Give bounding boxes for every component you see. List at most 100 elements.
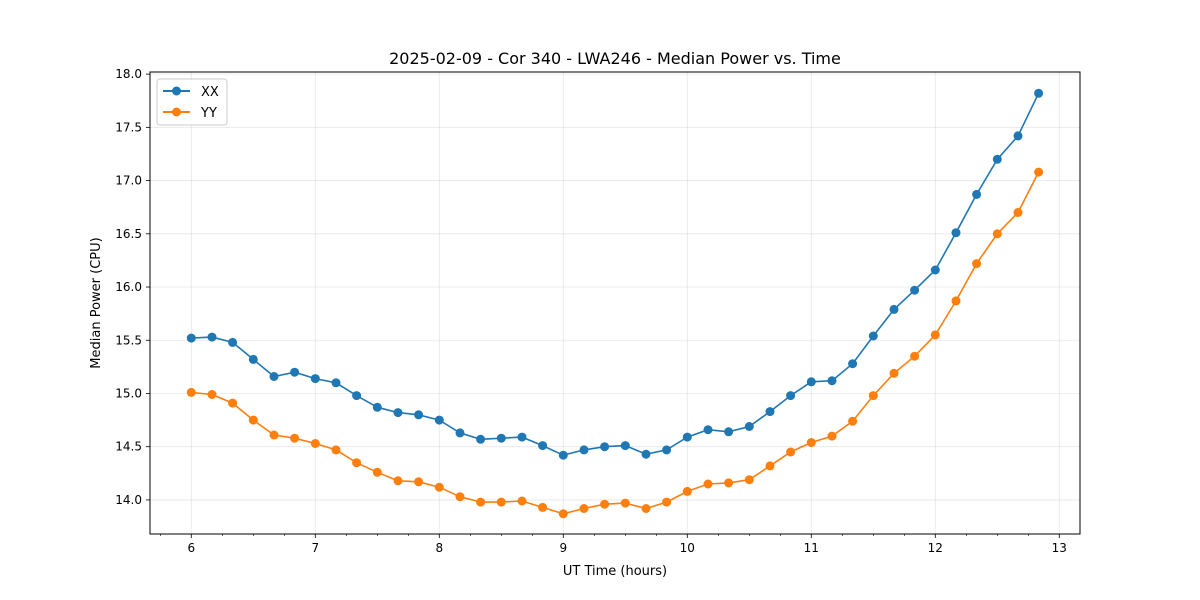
- data-point-yy: [868, 391, 878, 401]
- data-point-xx: [290, 367, 300, 377]
- data-point-xx: [827, 376, 837, 386]
- data-point-yy: [558, 509, 568, 519]
- data-point-xx: [1034, 88, 1044, 98]
- y-tick-label: 16.0: [115, 280, 142, 294]
- legend-xx-label: XX: [201, 85, 219, 100]
- data-point-xx: [455, 428, 465, 438]
- data-point-xx: [765, 407, 775, 417]
- data-point-xx: [393, 408, 403, 418]
- data-point-xx: [682, 432, 692, 442]
- series-layer: [186, 88, 1044, 519]
- x-tick-label: 7: [311, 541, 319, 555]
- data-point-yy: [579, 504, 589, 513]
- data-point-xx: [372, 402, 382, 412]
- data-point-yy: [228, 398, 238, 408]
- data-point-xx: [496, 433, 506, 443]
- data-point-xx: [558, 450, 568, 460]
- data-point-yy: [414, 477, 424, 487]
- data-point-yy: [600, 499, 610, 509]
- data-point-xx: [186, 333, 196, 343]
- data-point-yy: [496, 497, 506, 507]
- data-point-yy: [848, 416, 858, 426]
- y-tick-label: 14.0: [115, 493, 142, 507]
- axis-ticks: 6 7 8 9 10 11 12 13 14.0 14.5 15.0 15.5 16.0 16.5 17.0…: [115, 67, 1067, 555]
- data-point-yy: [951, 296, 961, 306]
- data-point-xx: [269, 372, 279, 381]
- data-point-xx: [331, 378, 341, 388]
- data-point-xx: [538, 441, 548, 451]
- data-point-xx: [248, 354, 258, 364]
- data-point-xx: [414, 410, 424, 420]
- legend: XX YY: [156, 78, 228, 126]
- legend-yy-label: YY: [200, 106, 217, 121]
- data-point-yy: [703, 479, 713, 489]
- data-point-yy: [517, 496, 527, 506]
- data-point-yy: [992, 229, 1002, 239]
- x-tick-label: 13: [1052, 541, 1067, 555]
- data-point-yy: [352, 458, 362, 468]
- data-point-yy: [269, 430, 279, 440]
- data-point-yy: [910, 351, 920, 361]
- data-point-xx: [228, 337, 238, 347]
- y-tick-label: 15.5: [115, 333, 142, 347]
- data-point-xx: [951, 228, 961, 238]
- x-tick-label: 6: [187, 541, 195, 555]
- data-point-xx: [310, 374, 320, 384]
- x-axis-label: UT Time (hours): [563, 564, 667, 579]
- data-point-yy: [455, 492, 465, 502]
- data-point-yy: [434, 482, 444, 492]
- data-point-xx: [476, 434, 486, 444]
- data-point-yy: [310, 439, 320, 448]
- data-point-xx: [641, 449, 651, 459]
- data-point-yy: [290, 433, 300, 443]
- data-point-yy: [889, 368, 899, 378]
- data-point-yy: [1013, 208, 1023, 217]
- legend-xx-marker: [172, 86, 181, 96]
- y-tick-label: 17.0: [115, 174, 142, 188]
- data-point-yy: [724, 478, 734, 488]
- data-point-xx: [1013, 131, 1023, 141]
- data-point-yy: [476, 497, 486, 507]
- data-point-xx: [992, 154, 1002, 164]
- data-point-yy: [393, 476, 403, 486]
- data-point-yy: [662, 497, 672, 507]
- data-point-yy: [620, 498, 630, 508]
- data-point-yy: [207, 390, 217, 399]
- data-point-yy: [641, 504, 651, 513]
- data-point-xx: [579, 445, 589, 455]
- data-point-xx: [744, 422, 754, 431]
- data-point-yy: [972, 259, 982, 269]
- data-point-yy: [786, 447, 796, 457]
- data-point-xx: [889, 304, 899, 314]
- y-tick-label: 18.0: [115, 67, 142, 81]
- data-point-yy: [827, 431, 837, 441]
- data-point-yy: [372, 467, 382, 477]
- y-tick-label: 14.5: [115, 440, 142, 454]
- data-point-xx: [434, 415, 444, 425]
- data-point-yy: [682, 486, 692, 496]
- data-point-yy: [1034, 167, 1044, 177]
- x-tick-label: 9: [559, 541, 567, 555]
- data-point-xx: [662, 445, 672, 455]
- data-point-xx: [352, 391, 362, 401]
- data-point-xx: [868, 331, 878, 341]
- data-point-xx: [930, 265, 940, 275]
- data-point-yy: [744, 475, 754, 485]
- x-tick-label: 12: [928, 541, 943, 555]
- data-point-yy: [186, 387, 196, 397]
- data-point-xx: [972, 189, 982, 199]
- y-tick-label: 15.0: [115, 386, 142, 400]
- data-point-yy: [765, 461, 775, 471]
- legend-yy-marker: [172, 107, 181, 117]
- x-tick-label: 11: [804, 541, 819, 555]
- data-point-xx: [517, 432, 527, 442]
- y-tick-label: 16.5: [115, 227, 142, 241]
- y-tick-label: 17.5: [115, 120, 142, 134]
- data-point-xx: [620, 441, 630, 451]
- data-point-xx: [848, 359, 858, 369]
- data-point-yy: [930, 330, 940, 340]
- data-point-xx: [806, 377, 816, 387]
- chart-title: 2025-02-09 - Cor 340 - LWA246 - Median P…: [389, 49, 841, 68]
- data-point-xx: [910, 285, 920, 295]
